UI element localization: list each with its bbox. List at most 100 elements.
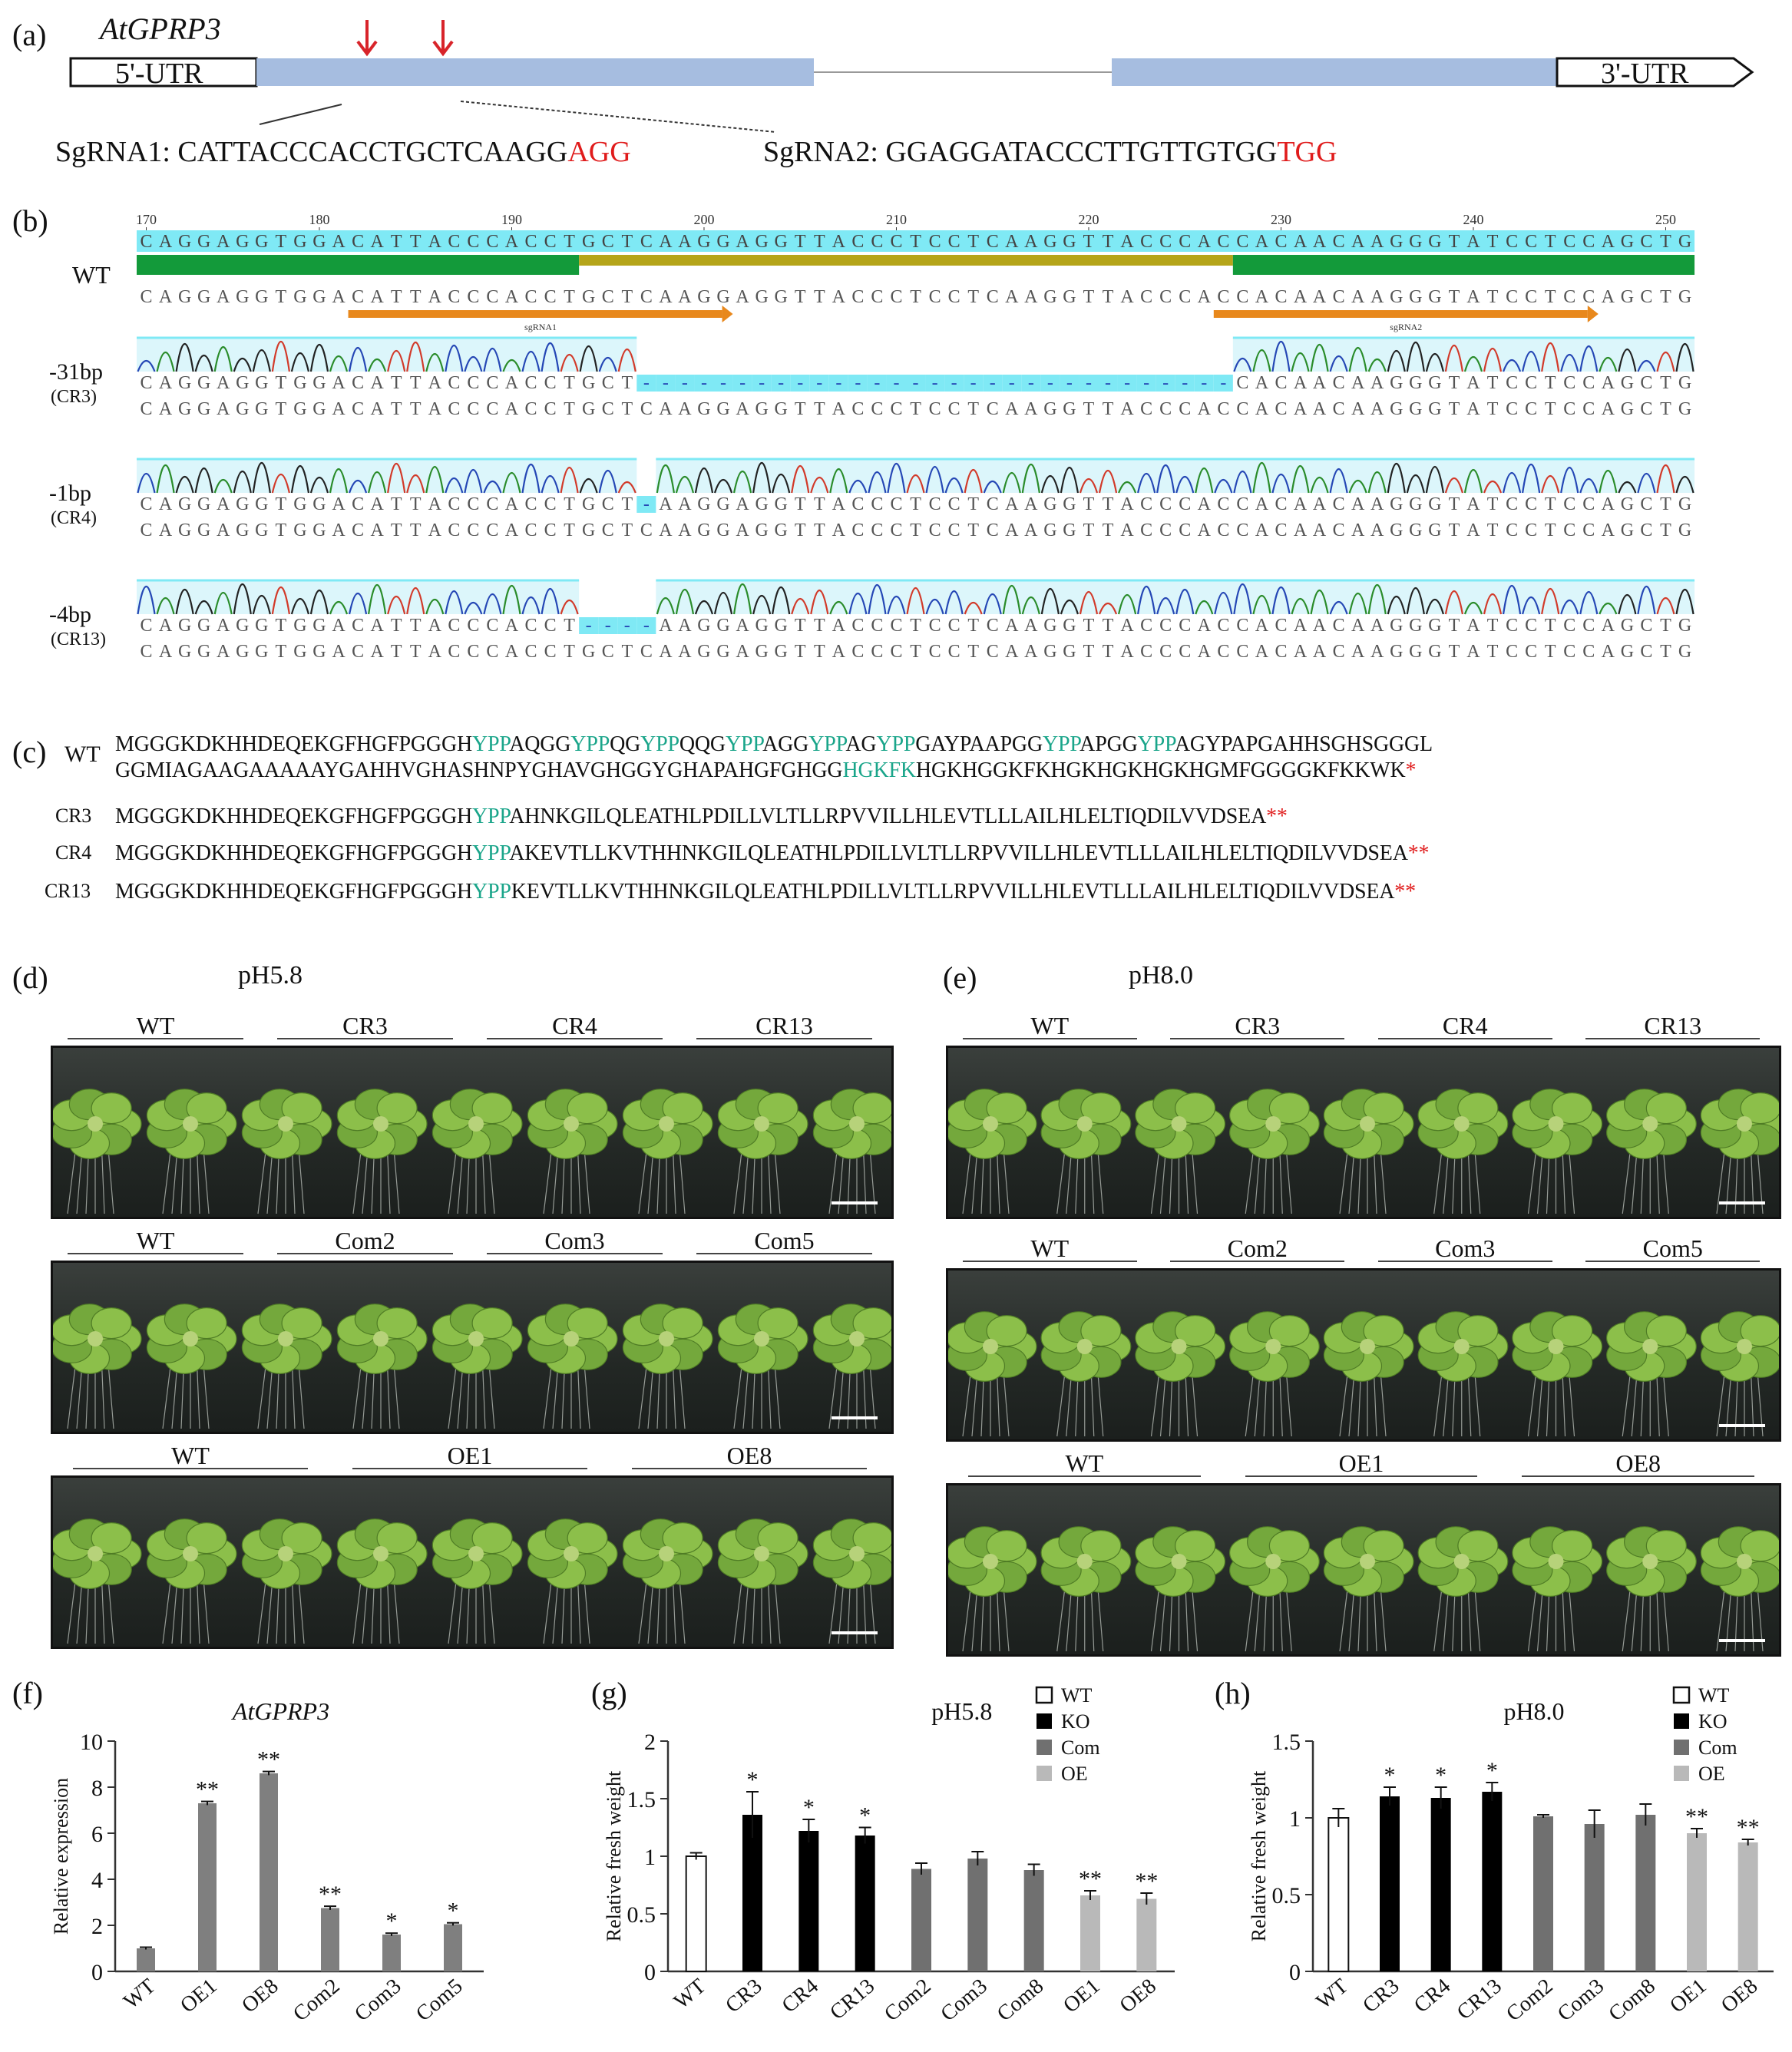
wt-base: T [410,287,422,307]
gap-dash: - [1143,373,1149,393]
mutant-ref-base: A [659,399,673,419]
chromatogram-peak [1579,477,1599,494]
legend-label: WT [1698,1684,1730,1707]
mutant-ref-base: A [159,399,173,419]
mutant-ref-base: T [1545,520,1556,540]
chromatogram-peak [252,462,271,494]
mutant-ref-base: T [410,399,422,419]
mutant-base: T [564,616,575,636]
stop-marker: ** [1394,880,1416,904]
mutant-ref-base: C [448,642,460,662]
chromatogram-peak [271,474,290,494]
wt-base: C [141,287,153,307]
chromatogram-peak [290,597,309,615]
chromatogram-peak [1675,476,1694,494]
mutant-base: C [448,494,460,514]
reference-base: C [1506,232,1518,252]
mutant-ref-base: T [410,520,422,540]
deletion-gap [656,375,676,392]
reference-base: C [486,232,498,252]
mutant-base: C [1525,373,1537,393]
seedling-rosette [1417,1089,1509,1214]
mutant-ref-base: A [832,399,846,419]
deletion-gap [752,375,772,392]
utr3-label: 3'-UTR [1601,58,1689,90]
mutant-ref-base: A [428,399,442,419]
mutant-base: C [1525,494,1537,514]
bar [1482,1792,1503,1971]
mutant-ref-base: T [795,520,806,540]
seedling-photo [51,1475,894,1649]
mutant-base: A [1024,494,1038,514]
mutant-ref-base: T [1487,520,1499,540]
reference-highlight [137,230,1695,252]
protein-mutant-sequence: MGGGKDKHHDEQEKGFHGFPGGGHYPPAHNKGILQLEATH… [115,805,1288,829]
mutant-ref-base: G [1621,520,1634,540]
mutant-ref-base: A [1294,399,1308,419]
reference-base: T [1487,232,1499,252]
gap-dash: - [605,616,611,636]
chromatogram-peak [656,597,675,615]
chromatogram-peak [1137,586,1156,615]
deletion-gap [694,375,714,392]
reference-base: A [505,232,519,252]
x-tick-label: CR3 [1358,1974,1404,2018]
y-tick-label: 1.5 [1272,1730,1301,1755]
mutant-base: C [1179,616,1191,636]
mutant-ref-base: A [1602,399,1615,419]
mutant-base: A [1255,616,1269,636]
mutant-ref-base: G [697,520,710,540]
seedling-rosette [622,1089,713,1214]
chromatogram-peak [1463,355,1483,372]
seedling-rosette [1700,1526,1779,1652]
chromatogram-peak [1329,600,1348,615]
chromatogram-peak [579,345,598,372]
seedling-rosette [1228,1089,1320,1214]
ruler-tick-label: 230 [1271,212,1291,227]
chromatogram-peak [213,591,233,615]
reference-base: A [332,232,346,252]
bar [685,1855,707,1972]
mutant-ref-base: T [564,520,575,540]
panel-label-a: (a) [12,18,47,52]
reference-base: G [312,232,326,252]
mutant-base: C [1236,494,1248,514]
gap-dash: - [932,373,938,393]
mutant-ref-base: T [910,642,921,662]
chromatogram-peak [464,355,483,372]
chromatogram-peak [675,588,695,615]
chromatogram-peak [848,593,868,615]
deletion-gap [964,375,984,392]
wt-base: C [544,287,557,307]
mutant-ref-base: T [410,642,422,662]
mutant-ref-base: A [736,399,749,419]
mutant-base: C [1506,616,1518,636]
chart-h-fresh-weight-ph80: 0 0.5 1 1.5 pH8.0 Relative fresh weight WT * CR3… [1248,1684,1774,2026]
wt-base: C [1275,287,1287,307]
chromatogram-peak [772,587,791,615]
mutant-base: T [276,616,287,636]
mutant-base: T [1449,494,1460,514]
seedling-rosette [53,1518,142,1644]
chromatogram-peak [1367,584,1387,615]
mutant-ref-base: C [640,520,653,540]
mutant-base: C [1333,494,1345,514]
reference-base: A [659,232,673,252]
x-tick-label: CR13 [1453,1974,1506,2025]
y-tick-label: 0 [644,1960,656,1985]
mutant-ref-base: A [1255,642,1269,662]
gap-dash: - [1105,373,1111,393]
mutant-base: A [1255,494,1269,514]
chromatogram-peak [1252,349,1271,372]
mutant-base: A [332,373,346,393]
mutant-base: C [1140,494,1152,514]
y-tick-label: 2 [644,1730,656,1755]
mutant-ref-base: G [775,399,788,419]
mutant-base: G [1063,616,1076,636]
y-tick-label: 1.5 [627,1787,656,1812]
mutant-base: G [255,373,268,393]
reference-base: C [948,232,960,252]
mutant-ref-base: A [1120,399,1134,419]
wt-base: A [832,287,846,307]
seedling-illustration [53,1089,891,1214]
